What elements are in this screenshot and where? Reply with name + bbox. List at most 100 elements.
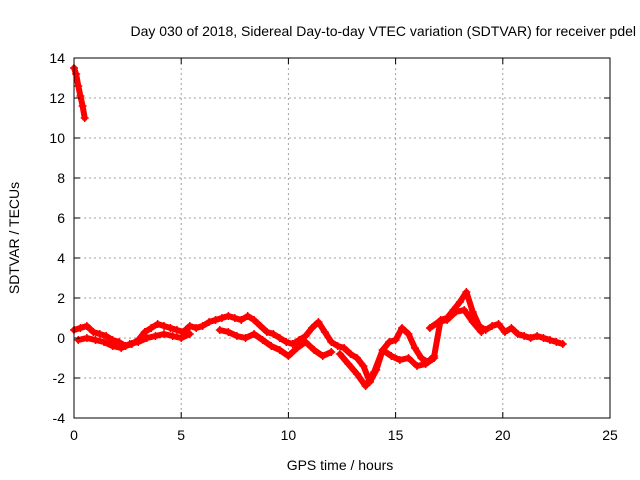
data-point-marker bbox=[320, 328, 329, 336]
data-point-marker bbox=[335, 350, 344, 358]
data-point-marker bbox=[310, 346, 319, 354]
data-point-marker bbox=[288, 340, 297, 348]
data-point-marker bbox=[346, 350, 355, 358]
y-tick-label: 14 bbox=[49, 50, 65, 66]
data-point-marker bbox=[241, 334, 250, 342]
data-point-marker bbox=[462, 288, 471, 296]
data-point-marker bbox=[78, 102, 87, 110]
data-point-marker bbox=[468, 318, 477, 326]
data-point-marker bbox=[100, 338, 109, 346]
data-point-marker bbox=[237, 316, 246, 324]
plot-frame bbox=[73, 57, 611, 419]
data-point-marker bbox=[353, 370, 362, 378]
data-point-marker bbox=[539, 334, 548, 342]
y-axis-label: SDTVAR / TECUs bbox=[6, 182, 22, 294]
data-point-marker bbox=[80, 114, 89, 122]
data-point-marker bbox=[327, 348, 336, 356]
data-point-marker bbox=[282, 338, 291, 346]
data-point-marker bbox=[76, 92, 85, 100]
data-point-marker bbox=[95, 330, 104, 338]
data-point-marker bbox=[91, 336, 100, 344]
data-point-marker bbox=[398, 324, 407, 332]
data-point-marker bbox=[460, 306, 469, 314]
axis-ticks: 0 5 10 15 20 25 -4 -2 0 2 4 6 8 10 12 14 bbox=[49, 50, 618, 443]
data-point-marker bbox=[468, 308, 477, 316]
data-point-marker bbox=[153, 320, 162, 328]
data-point-marker bbox=[488, 322, 497, 330]
data-point-marker bbox=[275, 346, 284, 354]
y-tick-label: 0 bbox=[57, 330, 65, 346]
data-point-marker bbox=[76, 324, 85, 332]
data-point-marker bbox=[558, 340, 567, 348]
data-point-marker bbox=[250, 316, 259, 324]
y-tick-label: 12 bbox=[49, 90, 65, 106]
data-point-marker bbox=[361, 382, 370, 390]
data-point-marker bbox=[232, 332, 241, 340]
data-point-marker bbox=[258, 336, 267, 344]
data-point-marker bbox=[117, 344, 126, 352]
data-point-marker bbox=[284, 352, 293, 360]
data-point-marker bbox=[434, 318, 443, 326]
data-point-marker bbox=[404, 354, 413, 362]
data-point-marker bbox=[378, 346, 387, 354]
data-point-marker bbox=[333, 342, 342, 350]
data-point-marker bbox=[477, 328, 486, 336]
data-point-marker bbox=[387, 352, 396, 360]
data-point-marker bbox=[217, 314, 226, 322]
data-point-marker bbox=[269, 330, 278, 338]
data-point-marker bbox=[507, 324, 516, 332]
data-point-marker bbox=[82, 334, 91, 342]
x-tick-label: 0 bbox=[70, 427, 78, 443]
data-point-marker bbox=[421, 360, 430, 368]
data-point-marker bbox=[533, 332, 542, 340]
data-point-marker bbox=[340, 344, 349, 352]
y-tick-label: 8 bbox=[57, 170, 65, 186]
x-tick-label: 20 bbox=[495, 427, 511, 443]
data-point-marker bbox=[166, 324, 175, 332]
data-point-marker bbox=[552, 338, 561, 346]
data-point-marker bbox=[168, 332, 177, 340]
data-point-marker bbox=[391, 336, 400, 344]
data-point-marker bbox=[230, 314, 239, 322]
data-point-marker bbox=[455, 298, 464, 306]
data-point-marker bbox=[295, 336, 304, 344]
data-point-marker bbox=[140, 328, 149, 336]
y-tick-label: 4 bbox=[57, 250, 65, 266]
data-point-marker bbox=[327, 338, 336, 346]
data-point-marker bbox=[318, 352, 327, 360]
data-point-marker bbox=[185, 322, 194, 330]
y-tick-label: 10 bbox=[49, 130, 65, 146]
data-point-marker bbox=[353, 354, 362, 362]
data-point-marker bbox=[404, 330, 413, 338]
data-point-marker bbox=[185, 330, 194, 338]
data-point-marker bbox=[314, 318, 323, 326]
y-tick-label: 6 bbox=[57, 210, 65, 226]
chart-title: Day 030 of 2018, Sidereal Day-to-day VTE… bbox=[130, 23, 636, 39]
data-point-marker bbox=[275, 334, 284, 342]
data-point-marker bbox=[292, 344, 301, 352]
data-point-marker bbox=[172, 326, 181, 334]
data-point-marker bbox=[500, 328, 509, 336]
data-point-marker bbox=[451, 308, 460, 316]
x-tick-label: 15 bbox=[388, 427, 404, 443]
data-point-marker bbox=[74, 82, 83, 90]
data-point-marker bbox=[267, 342, 276, 350]
data-point-marker bbox=[520, 332, 529, 340]
data-point-marker bbox=[513, 330, 522, 338]
data-point-marker bbox=[160, 330, 169, 338]
y-tick-label: 2 bbox=[57, 290, 65, 306]
data-point-marker bbox=[142, 334, 151, 342]
x-tick-label: 5 bbox=[177, 427, 185, 443]
data-point-marker bbox=[102, 332, 111, 340]
data-point-marker bbox=[89, 328, 98, 336]
data-point-marker bbox=[443, 316, 452, 324]
data-point-marker bbox=[198, 322, 207, 330]
data-point-marker bbox=[82, 322, 91, 330]
data-point-marker bbox=[494, 320, 503, 328]
data-point-marker bbox=[205, 318, 214, 326]
data-point-marker bbox=[215, 326, 224, 334]
x-tick-label: 25 bbox=[602, 427, 618, 443]
data-point-marker bbox=[385, 338, 394, 346]
data-point-marker bbox=[425, 324, 434, 332]
